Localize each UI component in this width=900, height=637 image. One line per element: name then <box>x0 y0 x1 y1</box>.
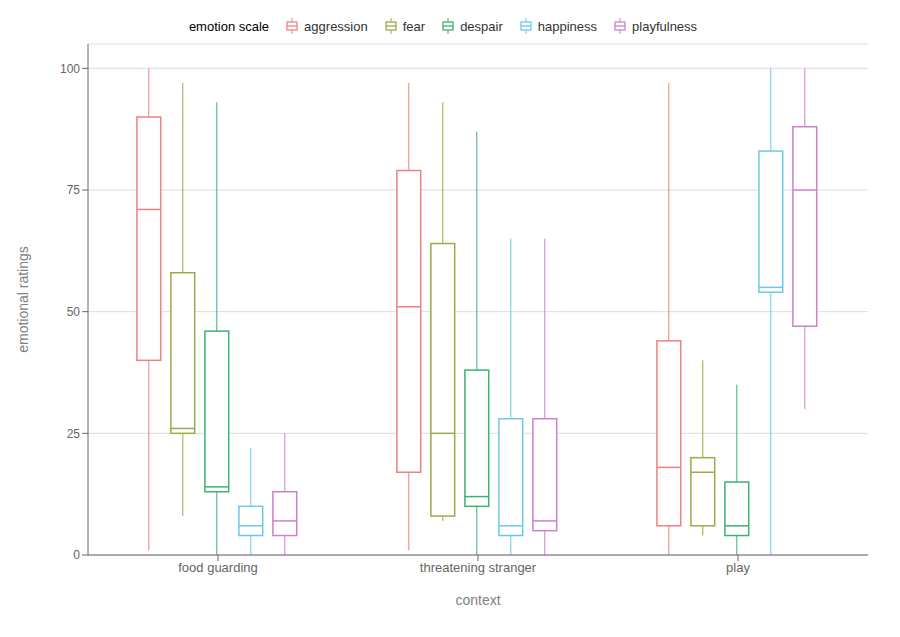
html-text:emotion scale: emotion scale <box>188 18 270 34</box>
svg-text:context: context <box>455 592 500 608</box>
svg-text:100: 100 <box>60 62 80 76</box>
html-text:playfulness: playfulness <box>632 18 698 34</box>
svg-text:threatening stranger: threatening stranger <box>420 560 537 575</box>
html-text:despair: despair <box>460 18 503 34</box>
svg-text:emotional ratings: emotional ratings <box>15 246 31 353</box>
html-text:fear: fear <box>402 18 426 34</box>
svg-text:75: 75 <box>67 183 81 197</box>
html-text:aggression: aggression <box>304 18 368 34</box>
svg-text:play: play <box>726 560 750 575</box>
html-text:happiness: happiness <box>537 18 597 34</box>
svg-text:25: 25 <box>67 427 81 441</box>
svg-text:food guarding: food guarding <box>178 560 258 575</box>
svg-text:50: 50 <box>67 305 81 319</box>
svg-text:0: 0 <box>73 548 80 562</box>
